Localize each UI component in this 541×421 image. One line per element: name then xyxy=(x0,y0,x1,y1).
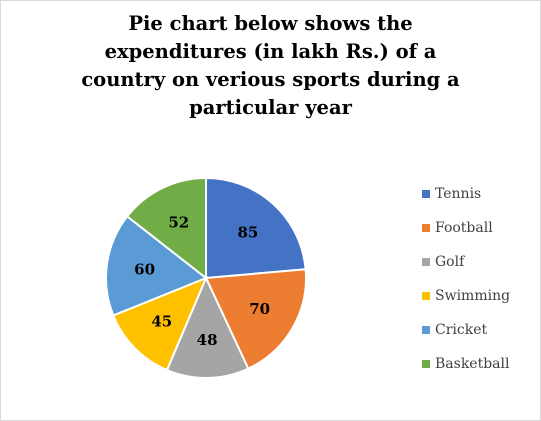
data-label-swimming: 45 xyxy=(151,312,172,330)
data-label-football: 70 xyxy=(249,300,270,318)
data-label-basketball: 52 xyxy=(168,213,189,231)
chart-title: Pie chart below shows the expenditures (… xyxy=(81,12,460,119)
pie-slice-football xyxy=(204,268,307,370)
pie-slice-basketball xyxy=(125,176,207,281)
legend-swatch-basketball xyxy=(422,360,430,368)
pie-data-labels: 85 70 48 45 60 52 xyxy=(134,213,270,349)
data-label-tennis: 85 xyxy=(237,223,258,241)
pie-slice-golf xyxy=(165,275,250,379)
legend-swatch-golf xyxy=(422,258,430,266)
legend-label-golf: Golf xyxy=(435,254,466,270)
legend-label-basketball: Basketball xyxy=(435,356,510,372)
legend-swatch-tennis xyxy=(422,190,430,198)
legend-label-tennis: Tennis xyxy=(435,186,481,202)
legend-swatch-cricket xyxy=(422,326,430,334)
chart-legend: Tennis Football Golf Swimming Cricket Basketb… xyxy=(422,186,510,372)
legend-label-football: Football xyxy=(435,220,493,236)
pie-slice-cricket xyxy=(105,215,208,317)
data-label-golf: 48 xyxy=(197,331,218,349)
data-label-cricket: 60 xyxy=(134,260,155,278)
legend-swatch-football xyxy=(422,224,430,232)
legend-label-swimming: Swimming xyxy=(435,288,510,304)
legend-label-cricket: Cricket xyxy=(435,322,487,338)
legend-swatch-swimming xyxy=(422,292,430,300)
pie-slice-tennis xyxy=(205,176,307,280)
pie-slices xyxy=(105,176,307,379)
pie-slice-swimming xyxy=(111,276,208,372)
